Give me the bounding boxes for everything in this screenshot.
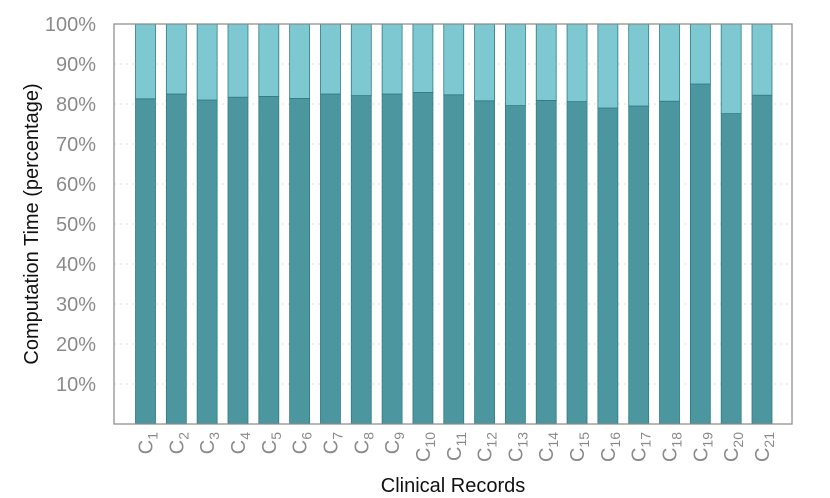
x-tick-label: C6 xyxy=(290,432,315,454)
x-tick-labels: C1C2C3C4C5C6C7C8C9C10C11C12C13C14C15C16C… xyxy=(136,432,778,462)
x-tick-label: C9 xyxy=(382,432,407,454)
x-tick-label: C2 xyxy=(166,432,191,454)
bar-segment-upper xyxy=(320,23,341,95)
x-tick-label: C18 xyxy=(660,432,685,462)
bar-segment-upper xyxy=(289,23,311,99)
y-tick-label: 50% xyxy=(56,214,96,236)
x-axis-title: Clinical Records xyxy=(381,475,526,497)
bar-segment-lower xyxy=(381,93,403,425)
bar-segment-lower xyxy=(165,93,187,425)
bar-segment-upper xyxy=(535,23,557,101)
bar-segment-lower xyxy=(135,98,156,425)
y-tick-label: 20% xyxy=(56,334,96,356)
x-tick-label: C21 xyxy=(752,432,777,462)
bar-segment-upper xyxy=(628,23,650,107)
bar-segment-upper xyxy=(504,23,526,106)
bar-segment-upper xyxy=(751,23,773,96)
bar-segment-upper xyxy=(443,23,465,96)
bar-segment-lower xyxy=(289,98,311,425)
x-tick-label: C15 xyxy=(567,432,592,462)
bar-segment-upper xyxy=(196,23,218,101)
x-tick-label: C16 xyxy=(598,432,623,462)
bar-segment-upper xyxy=(720,23,742,114)
bar-segment-upper xyxy=(135,23,156,100)
x-tick-label: C7 xyxy=(320,432,345,454)
bar-segment-upper xyxy=(566,23,588,102)
bar-segment-upper xyxy=(659,23,680,102)
x-tick-label: C14 xyxy=(536,432,561,462)
bar-segment-upper xyxy=(381,23,403,95)
x-tick-label: C8 xyxy=(351,432,376,454)
bar-segment-lower xyxy=(720,113,742,425)
y-tick-label: 40% xyxy=(56,254,96,276)
x-tick-label: C1 xyxy=(136,432,161,454)
y-tick-label: 100% xyxy=(45,14,96,36)
bar-segment-lower xyxy=(597,107,619,425)
bar-segment-upper xyxy=(597,23,619,109)
bar-segment-lower xyxy=(751,94,773,425)
bar-segment-upper xyxy=(227,23,249,98)
y-tick-labels: 10% 20% 30% 40% 50% 60% 70% 80% 90% 100% xyxy=(45,14,96,396)
y-tick-label: 90% xyxy=(56,54,96,76)
plot-frame xyxy=(113,23,793,425)
y-tick-label: 60% xyxy=(56,174,96,196)
bar-segment-lower xyxy=(196,99,218,425)
bar-segment-lower xyxy=(474,100,495,425)
x-tick-label: C3 xyxy=(197,432,222,454)
bar-segment-lower xyxy=(659,100,680,425)
x-tick-label: C17 xyxy=(629,432,654,462)
x-tick-label: C11 xyxy=(444,432,469,461)
bar-segment-upper xyxy=(350,23,372,96)
bar-segment-upper xyxy=(258,23,280,97)
bar-segment-lower xyxy=(566,101,588,425)
y-axis-title: Computation Time (percentage) xyxy=(21,83,43,364)
bar-segment-lower xyxy=(689,83,711,425)
bar-segment-upper xyxy=(412,23,434,93)
bar-segment-lower xyxy=(227,96,249,425)
x-tick-label: C5 xyxy=(259,432,284,454)
bar-segment-lower xyxy=(504,105,526,425)
y-tick-label: 80% xyxy=(56,94,96,116)
bar-segment-lower xyxy=(320,93,341,425)
x-tick-label: C12 xyxy=(475,432,500,462)
bar-segment-upper xyxy=(689,23,711,85)
x-tick-label: C4 xyxy=(228,432,253,454)
bar-segment-lower xyxy=(350,95,372,425)
x-tick-label: C10 xyxy=(413,432,438,462)
x-tick-label: C20 xyxy=(721,432,746,462)
bars xyxy=(135,23,773,425)
bar-segment-lower xyxy=(535,100,557,425)
x-tick-label: C19 xyxy=(690,432,715,462)
y-tick-label: 70% xyxy=(56,134,96,156)
bar-segment-lower xyxy=(258,96,280,425)
y-tick-label: 30% xyxy=(56,294,96,316)
bar-segment-upper xyxy=(165,23,187,95)
bar-segment-lower xyxy=(412,92,434,425)
bar-segment-upper xyxy=(474,23,495,102)
bar-segment-lower xyxy=(443,94,465,425)
x-tick-label: C13 xyxy=(505,432,530,462)
bar-segment-lower xyxy=(628,105,650,425)
y-tick-label: 10% xyxy=(56,374,96,396)
